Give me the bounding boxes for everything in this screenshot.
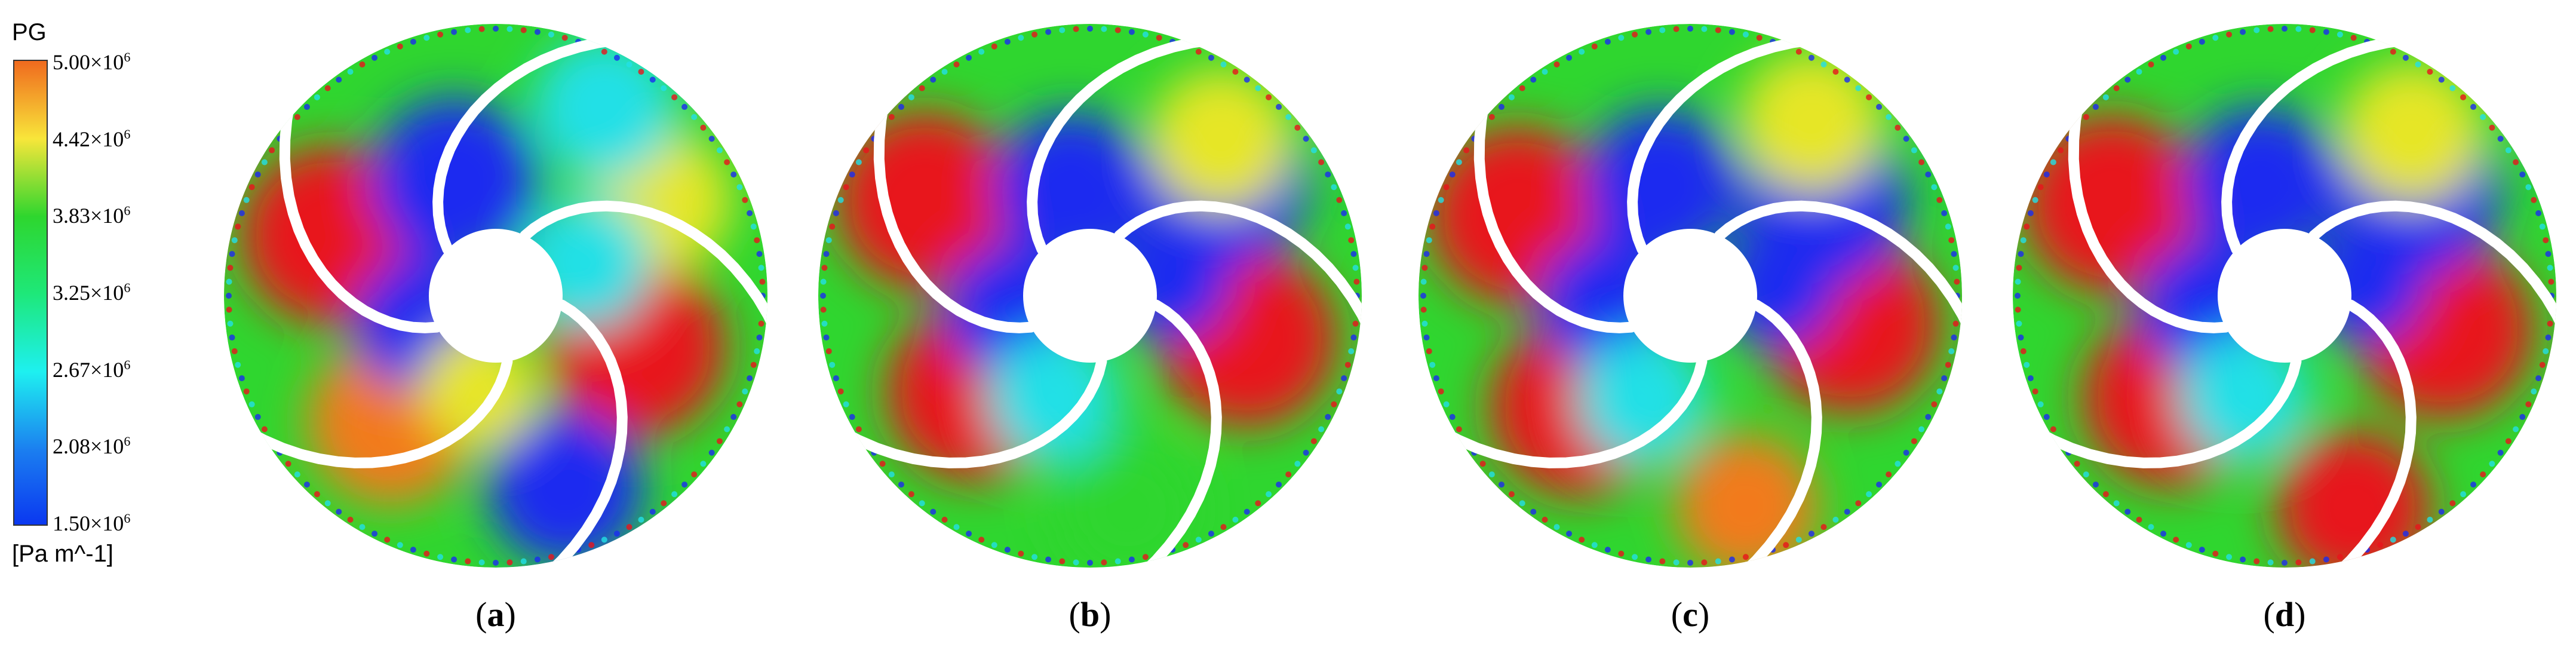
color-legend: PG 5.00×106 4.42×106 3.83×106 3.25×106 2.67×… bbox=[0, 0, 215, 597]
blade bbox=[2068, 94, 2231, 333]
legend-band bbox=[14, 139, 47, 217]
blade bbox=[2221, 34, 2413, 255]
impeller-blades bbox=[835, 34, 1362, 568]
contour-blob bbox=[487, 409, 643, 565]
blade bbox=[835, 356, 1107, 468]
blade bbox=[1135, 299, 1222, 568]
legend-colorbar bbox=[13, 60, 48, 526]
legend-band bbox=[14, 294, 47, 372]
hub bbox=[429, 229, 563, 363]
legend-unit: [Pa m^-1] bbox=[12, 541, 113, 567]
impeller-contour-c bbox=[1419, 24, 1962, 568]
legend-tick-label: 2.67×106 bbox=[53, 357, 131, 382]
hub bbox=[1023, 229, 1157, 363]
contour-field bbox=[818, 24, 1362, 568]
legend-band bbox=[14, 372, 47, 450]
blade bbox=[520, 200, 767, 339]
legend-band bbox=[14, 216, 47, 295]
contour-field bbox=[1419, 24, 1962, 568]
blade bbox=[2330, 299, 2417, 568]
blade bbox=[541, 299, 628, 568]
contour-blob bbox=[2339, 61, 2483, 205]
contour-blob bbox=[1740, 50, 1884, 194]
blade bbox=[1714, 200, 1962, 339]
contour-blob bbox=[370, 97, 538, 265]
contour-blob bbox=[2022, 114, 2202, 294]
periphery-ring bbox=[226, 26, 766, 566]
impeller-blades bbox=[2030, 34, 2556, 568]
blade bbox=[873, 94, 1037, 333]
hub bbox=[2218, 229, 2351, 363]
legend-tick-label: 4.42×106 bbox=[53, 126, 131, 151]
panel-a: (a) bbox=[212, 0, 779, 650]
impeller-blades bbox=[241, 34, 767, 568]
contour-blob bbox=[1583, 108, 1739, 263]
legend-tick-label: 3.25×106 bbox=[53, 280, 131, 305]
legend-tick-label: 5.00×106 bbox=[53, 50, 131, 74]
blade bbox=[1473, 94, 1637, 333]
blade bbox=[1027, 34, 1218, 255]
blade bbox=[2030, 356, 2302, 468]
impeller-blades bbox=[1435, 34, 1962, 568]
contour-blob bbox=[1675, 434, 1819, 568]
contour-blob bbox=[2183, 106, 2339, 262]
contour-blob bbox=[987, 332, 1119, 464]
blade bbox=[432, 34, 624, 255]
impeller-contour-a bbox=[224, 24, 767, 568]
legend-band bbox=[14, 449, 47, 525]
blade bbox=[279, 94, 443, 333]
blade bbox=[1435, 356, 1708, 468]
contour-blob bbox=[2178, 330, 2310, 462]
panel-label-d: (d) bbox=[2263, 595, 2306, 634]
periphery-ring bbox=[2015, 26, 2554, 566]
panel-label-a: (a) bbox=[475, 595, 516, 634]
panel-b: (b) bbox=[806, 0, 1374, 650]
panel-label-b: (b) bbox=[1069, 595, 1112, 634]
impeller-contour-d bbox=[2013, 24, 2556, 568]
panel-label-c: (c) bbox=[1671, 595, 1710, 634]
blade bbox=[241, 356, 513, 468]
hub bbox=[1623, 229, 1757, 363]
blade bbox=[1627, 34, 1819, 255]
panel-c: (c) bbox=[1407, 0, 1974, 650]
periphery-ring bbox=[820, 26, 1360, 566]
blade bbox=[1114, 200, 1362, 339]
blade bbox=[1736, 299, 1822, 568]
legend-tick-label: 1.50×106 bbox=[53, 511, 131, 535]
legend-title: PG bbox=[12, 19, 47, 45]
contour-blob bbox=[1149, 68, 1293, 211]
legend-tick-label: 2.08×106 bbox=[53, 434, 131, 459]
contour-blob bbox=[1576, 333, 1708, 465]
panel-d: (d) bbox=[2001, 0, 2568, 650]
legend-tick-label: 3.83×106 bbox=[53, 203, 131, 228]
impeller-contour-b bbox=[818, 24, 1362, 568]
legend-band bbox=[14, 61, 47, 139]
blade bbox=[2308, 200, 2556, 339]
